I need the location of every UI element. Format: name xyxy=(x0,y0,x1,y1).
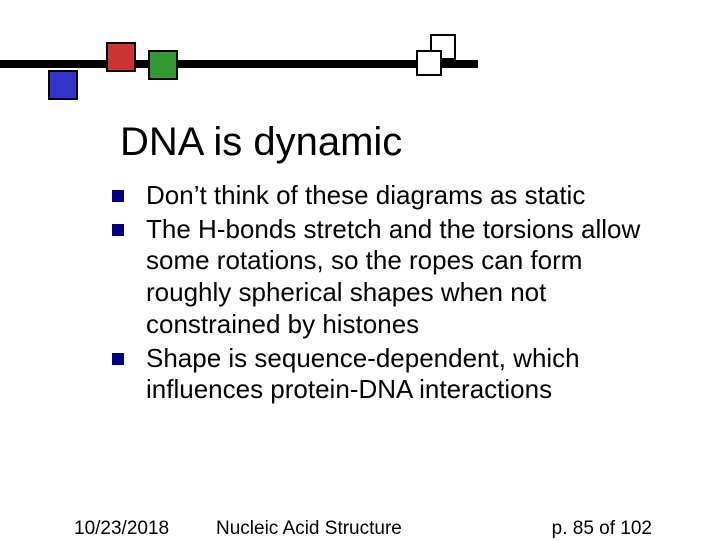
footer-page: p. 85 of 102 xyxy=(552,518,652,540)
decorative-square xyxy=(416,50,442,76)
bullet-icon xyxy=(112,224,124,236)
bullet-text: Shape is sequence-dependent, which influ… xyxy=(146,343,672,406)
header-rule xyxy=(0,60,478,68)
bullet-text: Don’t think of these diagrams as static xyxy=(146,180,585,212)
bullet-icon xyxy=(112,353,124,365)
decorative-square xyxy=(148,50,178,80)
bullet-icon xyxy=(112,190,124,202)
slide-title: DNA is dynamic xyxy=(120,120,402,165)
bullet-text: The H-bonds stretch and the torsions all… xyxy=(146,214,672,341)
footer-date: 10/23/2018 xyxy=(74,518,169,540)
bullet-list: Don’t think of these diagrams as staticT… xyxy=(112,180,672,408)
footer-subject: Nucleic Acid Structure xyxy=(216,518,402,540)
list-item: Don’t think of these diagrams as static xyxy=(112,180,672,212)
decorative-square xyxy=(106,42,136,72)
list-item: The H-bonds stretch and the torsions all… xyxy=(112,214,672,341)
list-item: Shape is sequence-dependent, which influ… xyxy=(112,343,672,406)
decorative-square xyxy=(48,70,78,100)
